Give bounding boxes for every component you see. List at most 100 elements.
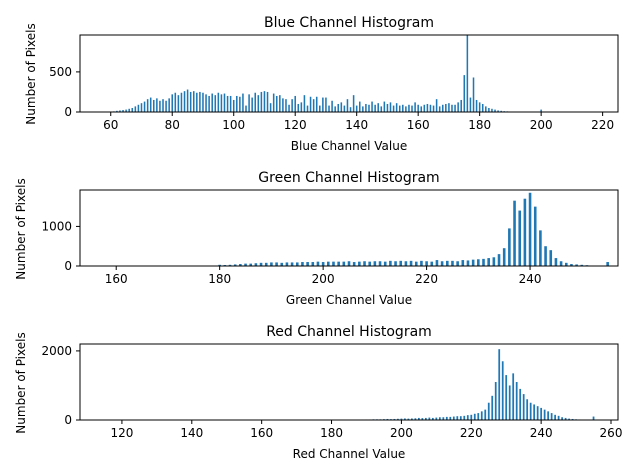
blue-bar <box>352 95 355 112</box>
blue-bar <box>232 99 235 112</box>
blue-bar <box>478 102 481 113</box>
blue-bar <box>457 102 459 113</box>
red-bar <box>397 418 399 420</box>
green-bar <box>606 262 609 266</box>
blue-bar <box>159 100 161 112</box>
red-x-tick-label: 240 <box>530 426 553 440</box>
green-bar <box>337 261 340 266</box>
red-y-ticks: 0 2000 <box>41 344 80 427</box>
green-bar <box>508 228 511 266</box>
green-bar <box>228 264 232 266</box>
blue-bar <box>205 94 207 112</box>
blue-x-tick-label: 100 <box>222 118 245 132</box>
blue-bar <box>131 107 134 112</box>
blue-bar <box>460 99 462 112</box>
green-bar <box>446 260 449 266</box>
blue-histogram-panel: Blue Channel Histogram Blue Channel Valu… <box>24 15 619 153</box>
red-bar <box>449 416 452 420</box>
green-bar <box>342 261 346 266</box>
blue-bar <box>211 93 213 112</box>
blue-bar <box>288 104 290 112</box>
blue-y-tick-label: 0 <box>64 105 72 119</box>
green-bar <box>358 261 361 266</box>
blue-bar <box>254 92 257 112</box>
green-y-ticks: 0 1000 <box>41 219 80 273</box>
blue-bar <box>368 104 370 112</box>
blue-bar <box>242 93 244 112</box>
blue-bar <box>392 105 395 112</box>
red-bar <box>540 407 543 420</box>
blue-bar <box>177 95 180 112</box>
red-bar <box>571 418 574 420</box>
red-bar <box>459 416 462 420</box>
blue-bar <box>186 89 189 112</box>
blue-x-tick-label: 80 <box>165 118 180 132</box>
blue-bar <box>214 95 217 112</box>
red-bar <box>400 418 403 420</box>
green-bar <box>482 258 485 267</box>
green-bar <box>264 262 268 266</box>
green-histogram-panel: Green Channel Histogram Green Channel Va… <box>14 170 619 307</box>
red-x-tick-label: 200 <box>390 426 413 440</box>
red-bar <box>592 416 595 420</box>
blue-bar <box>153 99 155 112</box>
green-bar <box>218 264 221 266</box>
blue-bar <box>485 106 487 112</box>
green-x-tick-label: 200 <box>312 272 335 286</box>
blue-x-tick-label: 200 <box>530 118 553 132</box>
blue-y-ticks: 0 500 <box>49 65 80 119</box>
green-bar <box>451 260 454 266</box>
green-bar <box>327 261 330 266</box>
red-bar <box>498 349 501 420</box>
green-bar <box>347 261 351 266</box>
green-bar <box>394 261 397 266</box>
green-bar <box>549 250 553 266</box>
blue-bar <box>445 103 447 112</box>
blue-bar <box>174 92 177 112</box>
blue-bar <box>266 91 269 112</box>
red-axes-frame <box>79 343 619 421</box>
red-chart-title: Red Channel Histogram <box>266 324 432 340</box>
blue-bar <box>438 106 441 112</box>
red-x-ticks: 120 140 160 180 200 220 240 260 <box>110 420 622 440</box>
blue-bar <box>451 104 453 112</box>
blue-x-tick-label: 140 <box>345 118 368 132</box>
red-bar <box>414 418 417 420</box>
blue-x-tick-label: 180 <box>468 118 491 132</box>
green-bar <box>285 262 289 266</box>
red-bar <box>564 417 567 420</box>
blue-bar <box>282 98 284 112</box>
green-bar <box>414 261 418 266</box>
red-bar <box>466 415 469 420</box>
blue-bar <box>122 109 124 112</box>
blue-bar <box>334 106 336 112</box>
red-bar <box>515 382 518 420</box>
blue-bar <box>171 94 173 112</box>
green-bar <box>523 198 527 266</box>
green-bar <box>368 261 371 266</box>
blue-bar <box>189 91 192 112</box>
blue-bar <box>377 103 379 112</box>
blue-bar <box>217 92 220 112</box>
green-chart-title: Green Channel Histogram <box>258 170 439 186</box>
blue-bar <box>380 106 383 112</box>
red-bar <box>386 418 389 420</box>
blue-bar <box>322 97 324 112</box>
green-bar <box>528 192 532 266</box>
blue-bar <box>383 101 386 112</box>
blue-bar <box>340 102 343 113</box>
red-x-tick-label: 140 <box>180 426 203 440</box>
red-x-tick-label: 260 <box>600 426 623 440</box>
red-bar <box>568 418 570 420</box>
red-bar <box>470 414 473 420</box>
blue-bar <box>411 105 413 112</box>
blue-bar <box>365 103 367 112</box>
green-x-tick-label: 240 <box>519 272 542 286</box>
green-bar <box>233 264 237 266</box>
blue-bar <box>263 91 266 112</box>
blue-bar <box>251 97 253 112</box>
green-bar <box>471 259 475 266</box>
blue-bar <box>312 99 315 112</box>
red-bar <box>463 415 466 420</box>
